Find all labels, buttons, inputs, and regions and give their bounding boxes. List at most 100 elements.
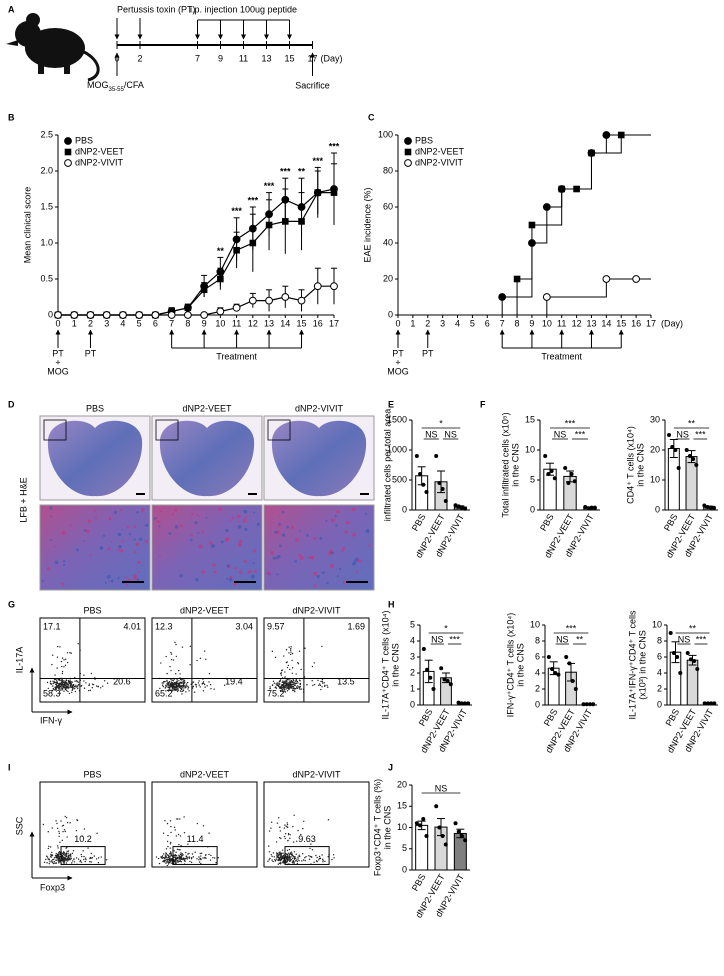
flow-event xyxy=(63,829,66,831)
data-point xyxy=(437,481,442,485)
tissue-speck xyxy=(117,576,120,579)
data-point xyxy=(453,821,458,826)
flow-event xyxy=(187,685,189,687)
flow-event xyxy=(274,858,276,861)
tissue-speck xyxy=(226,577,229,580)
flow-event xyxy=(300,833,302,836)
flow-event xyxy=(176,682,179,685)
tissue-speck xyxy=(274,530,278,534)
x-tick-label: 2 xyxy=(425,318,430,328)
flow-event xyxy=(281,669,283,672)
flow-event xyxy=(170,669,172,672)
data-point xyxy=(546,472,551,476)
flow-event xyxy=(298,679,301,681)
flow-event xyxy=(166,858,168,861)
flow-event xyxy=(187,688,189,690)
flow-event xyxy=(296,687,299,689)
panel-label: J xyxy=(388,762,393,772)
flow-event xyxy=(270,853,272,856)
tissue-speck xyxy=(238,570,242,574)
tissue-speck xyxy=(256,522,260,526)
flow-event xyxy=(179,853,182,856)
legend-label: dNP2-VIVIT xyxy=(75,157,124,167)
flow-event xyxy=(52,862,55,865)
flow-event xyxy=(58,832,60,835)
flow-event xyxy=(67,679,70,682)
flow-event xyxy=(311,679,313,682)
flow-event xyxy=(177,688,179,690)
flow-event xyxy=(158,862,161,865)
y-tick-label: 10 xyxy=(652,619,662,629)
y-tick-label: 15 xyxy=(525,414,535,424)
panel-label: G xyxy=(8,599,15,609)
data-point xyxy=(463,506,468,511)
start-label-part: 35-55 xyxy=(109,87,125,93)
tissue-speck xyxy=(266,571,271,576)
x-tick-label: 1 xyxy=(410,318,415,328)
flow-event xyxy=(285,688,287,690)
flow-event xyxy=(88,683,91,685)
y-tick-label: 40 xyxy=(383,237,393,247)
flow-event xyxy=(195,683,197,686)
flow-event xyxy=(295,680,298,682)
flow-event xyxy=(305,855,307,858)
flow-event xyxy=(291,672,293,674)
flow-event xyxy=(42,823,45,826)
flow-event xyxy=(321,858,324,860)
flow-event xyxy=(276,822,279,824)
flow-event xyxy=(274,859,277,862)
flow-event xyxy=(215,862,217,864)
flow-event xyxy=(175,851,177,853)
tissue-speck xyxy=(201,530,204,533)
flow-event xyxy=(66,821,69,824)
y-tick-label: 3 xyxy=(410,651,415,661)
flow-event xyxy=(286,682,288,684)
flow-event xyxy=(56,855,58,858)
start-label-part: /CFA xyxy=(124,80,144,90)
flow-event xyxy=(67,690,69,693)
panel-label: B xyxy=(8,112,15,122)
flow-event xyxy=(288,652,290,654)
tissue-speck xyxy=(174,508,177,512)
y-tick-label: 0 xyxy=(655,504,660,514)
x-tick-label: 17 xyxy=(646,318,656,328)
data-point xyxy=(428,675,433,680)
flow-event xyxy=(58,684,60,686)
flow-event xyxy=(58,850,61,853)
flow-event xyxy=(175,673,177,675)
tissue-speck xyxy=(275,556,278,560)
flow-event xyxy=(318,683,321,685)
flow-event xyxy=(304,857,306,859)
x-tick-label: 6 xyxy=(153,318,158,328)
flow-event xyxy=(298,854,300,856)
tissue-speck xyxy=(319,536,323,540)
quadrant-value: 65.2 xyxy=(155,688,173,698)
marker xyxy=(217,275,224,283)
flow-event xyxy=(63,858,66,860)
flow-event xyxy=(278,682,280,684)
x-tick-label: 15 xyxy=(616,318,626,328)
flow-event xyxy=(288,859,290,861)
flow-event xyxy=(65,687,68,689)
data-point xyxy=(456,504,461,509)
y-tick-label: 5 xyxy=(530,474,535,484)
flow-event xyxy=(62,860,64,862)
x-tick-label: 4 xyxy=(455,318,460,328)
flow-event xyxy=(185,691,187,693)
flow-event xyxy=(208,681,210,683)
flow-event xyxy=(273,682,276,684)
timeline-day: 11 xyxy=(239,53,248,63)
flow-event xyxy=(180,861,183,863)
data-point xyxy=(705,701,710,706)
data-point xyxy=(567,661,572,666)
marker xyxy=(313,282,322,291)
flow-event xyxy=(77,858,80,860)
tissue-speck xyxy=(290,525,295,530)
y-tick-label: 2.5 xyxy=(40,129,53,139)
pt-mog-label: + xyxy=(395,357,400,367)
flow-event xyxy=(270,821,273,823)
marker xyxy=(64,137,72,145)
flow-event xyxy=(106,682,109,684)
flow-event xyxy=(170,831,172,834)
timeline-day: 9 xyxy=(218,53,223,63)
